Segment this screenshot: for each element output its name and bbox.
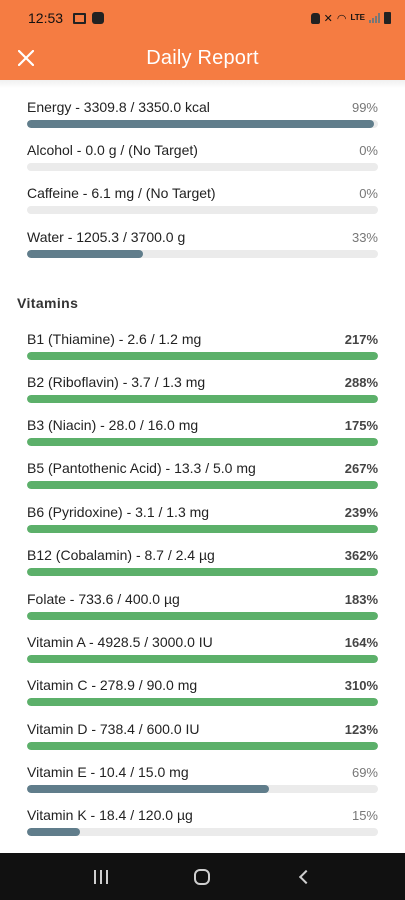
progress-fill (27, 568, 378, 576)
report-content[interactable]: Energy - 3309.8 / 3350.0 kcal 99% Alcoho… (0, 80, 405, 853)
page-title: Daily Report (146, 46, 259, 69)
nutrient-label: Vitamin A - 4928.5 / 3000.0 IU (27, 634, 213, 650)
nutrient-percent: 123% (344, 722, 378, 737)
progress-fill (27, 785, 270, 793)
nutrient-percent: 183% (344, 592, 378, 607)
progress-fill (27, 395, 378, 403)
nutrient-label: Caffeine - 6.1 mg / (No Target) (27, 185, 216, 201)
nutrient-percent: 69% (351, 765, 378, 780)
recents-icon (93, 869, 108, 884)
wifi-icon: ◠ (336, 12, 347, 25)
nutrient-percent: 362% (344, 548, 378, 563)
nutrient-label: B5 (Pantothenic Acid) - 13.3 / 5.0 mg (27, 460, 256, 476)
progress-fill (27, 438, 378, 446)
close-button[interactable] (10, 42, 42, 74)
status-time: 12:53 (28, 10, 64, 26)
progress-fill (27, 698, 378, 706)
home-icon (194, 868, 211, 885)
top-shadow (0, 80, 405, 88)
progress-track (27, 163, 378, 171)
nutrient-label: B1 (Thiamine) - 2.6 / 1.2 mg (27, 331, 202, 347)
progress-track (27, 698, 378, 706)
status-left-icons (73, 12, 105, 24)
signal-icon (369, 13, 380, 23)
progress-track (27, 742, 378, 750)
nutrient-label: B12 (Cobalamin) - 8.7 / 2.4 µg (27, 547, 215, 563)
section-title-vitamins: Vitamins (17, 295, 79, 311)
back-button[interactable] (284, 857, 324, 897)
progress-fill (27, 828, 80, 836)
nutrient-percent: 0% (359, 186, 378, 201)
nutrient-percent: 217% (344, 332, 378, 347)
network-type: LTE (350, 13, 365, 22)
progress-fill (27, 612, 378, 620)
home-button[interactable] (182, 857, 222, 897)
image-icon (73, 12, 87, 24)
nutrient-percent: 33% (351, 230, 378, 245)
progress-track (27, 612, 378, 620)
nutrient-label: Water - 1205.3 / 3700.0 g (27, 229, 186, 245)
progress-track (27, 438, 378, 446)
progress-track (27, 352, 378, 360)
nutrient-label: B2 (Riboflavin) - 3.7 / 1.3 mg (27, 374, 206, 390)
progress-track (27, 481, 378, 489)
progress-track (27, 568, 378, 576)
progress-fill (27, 525, 378, 533)
nutrient-label: Vitamin E - 10.4 / 15.0 mg (27, 764, 189, 780)
nutrient-label: Vitamin K - 18.4 / 120.0 µg (27, 807, 193, 823)
nutrient-percent: 288% (344, 375, 378, 390)
progress-fill (27, 481, 378, 489)
nutrient-percent: 99% (351, 100, 378, 115)
battery-icon (384, 12, 391, 24)
nutrient-percent: 15% (351, 808, 378, 823)
alarm-icon (310, 12, 320, 24)
nutrient-label: Vitamin C - 278.9 / 90.0 mg (27, 677, 198, 693)
nutrient-label: B3 (Niacin) - 28.0 / 16.0 mg (27, 417, 199, 433)
nutrient-percent: 310% (344, 678, 378, 693)
app-bar: Daily Report (0, 36, 405, 80)
progress-fill (27, 250, 143, 258)
status-right-icons: ✕ ◠ LTE (310, 12, 391, 25)
progress-track (27, 206, 378, 214)
progress-fill (27, 352, 378, 360)
progress-track (27, 785, 378, 793)
status-bar: 12:53 ✕ ◠ LTE (0, 0, 405, 36)
puzzle-icon (92, 12, 105, 24)
nutrient-label: Folate - 733.6 / 400.0 µg (27, 591, 180, 607)
progress-track (27, 395, 378, 403)
progress-fill (27, 120, 375, 128)
progress-fill (27, 742, 378, 750)
nutrient-percent: 239% (344, 505, 378, 520)
progress-track (27, 525, 378, 533)
nutrient-label: Energy - 3309.8 / 3350.0 kcal (27, 99, 210, 115)
progress-fill (27, 655, 378, 663)
progress-track (27, 828, 378, 836)
close-icon (18, 50, 34, 66)
progress-track (27, 120, 378, 128)
nutrient-percent: 175% (344, 418, 378, 433)
nutrient-percent: 267% (344, 461, 378, 476)
nutrient-label: B6 (Pyridoxine) - 3.1 / 1.3 mg (27, 504, 210, 520)
nutrient-label: Vitamin D - 738.4 / 600.0 IU (27, 721, 200, 737)
mute-icon: ✕ (323, 12, 333, 25)
recents-button[interactable] (81, 857, 121, 897)
nutrient-label: Alcohol - 0.0 g / (No Target) (27, 142, 198, 158)
system-nav-bar (0, 853, 405, 900)
progress-track (27, 250, 378, 258)
back-icon (299, 869, 314, 884)
progress-track (27, 655, 378, 663)
nutrient-percent: 164% (344, 635, 378, 650)
nutrient-percent: 0% (359, 143, 378, 158)
